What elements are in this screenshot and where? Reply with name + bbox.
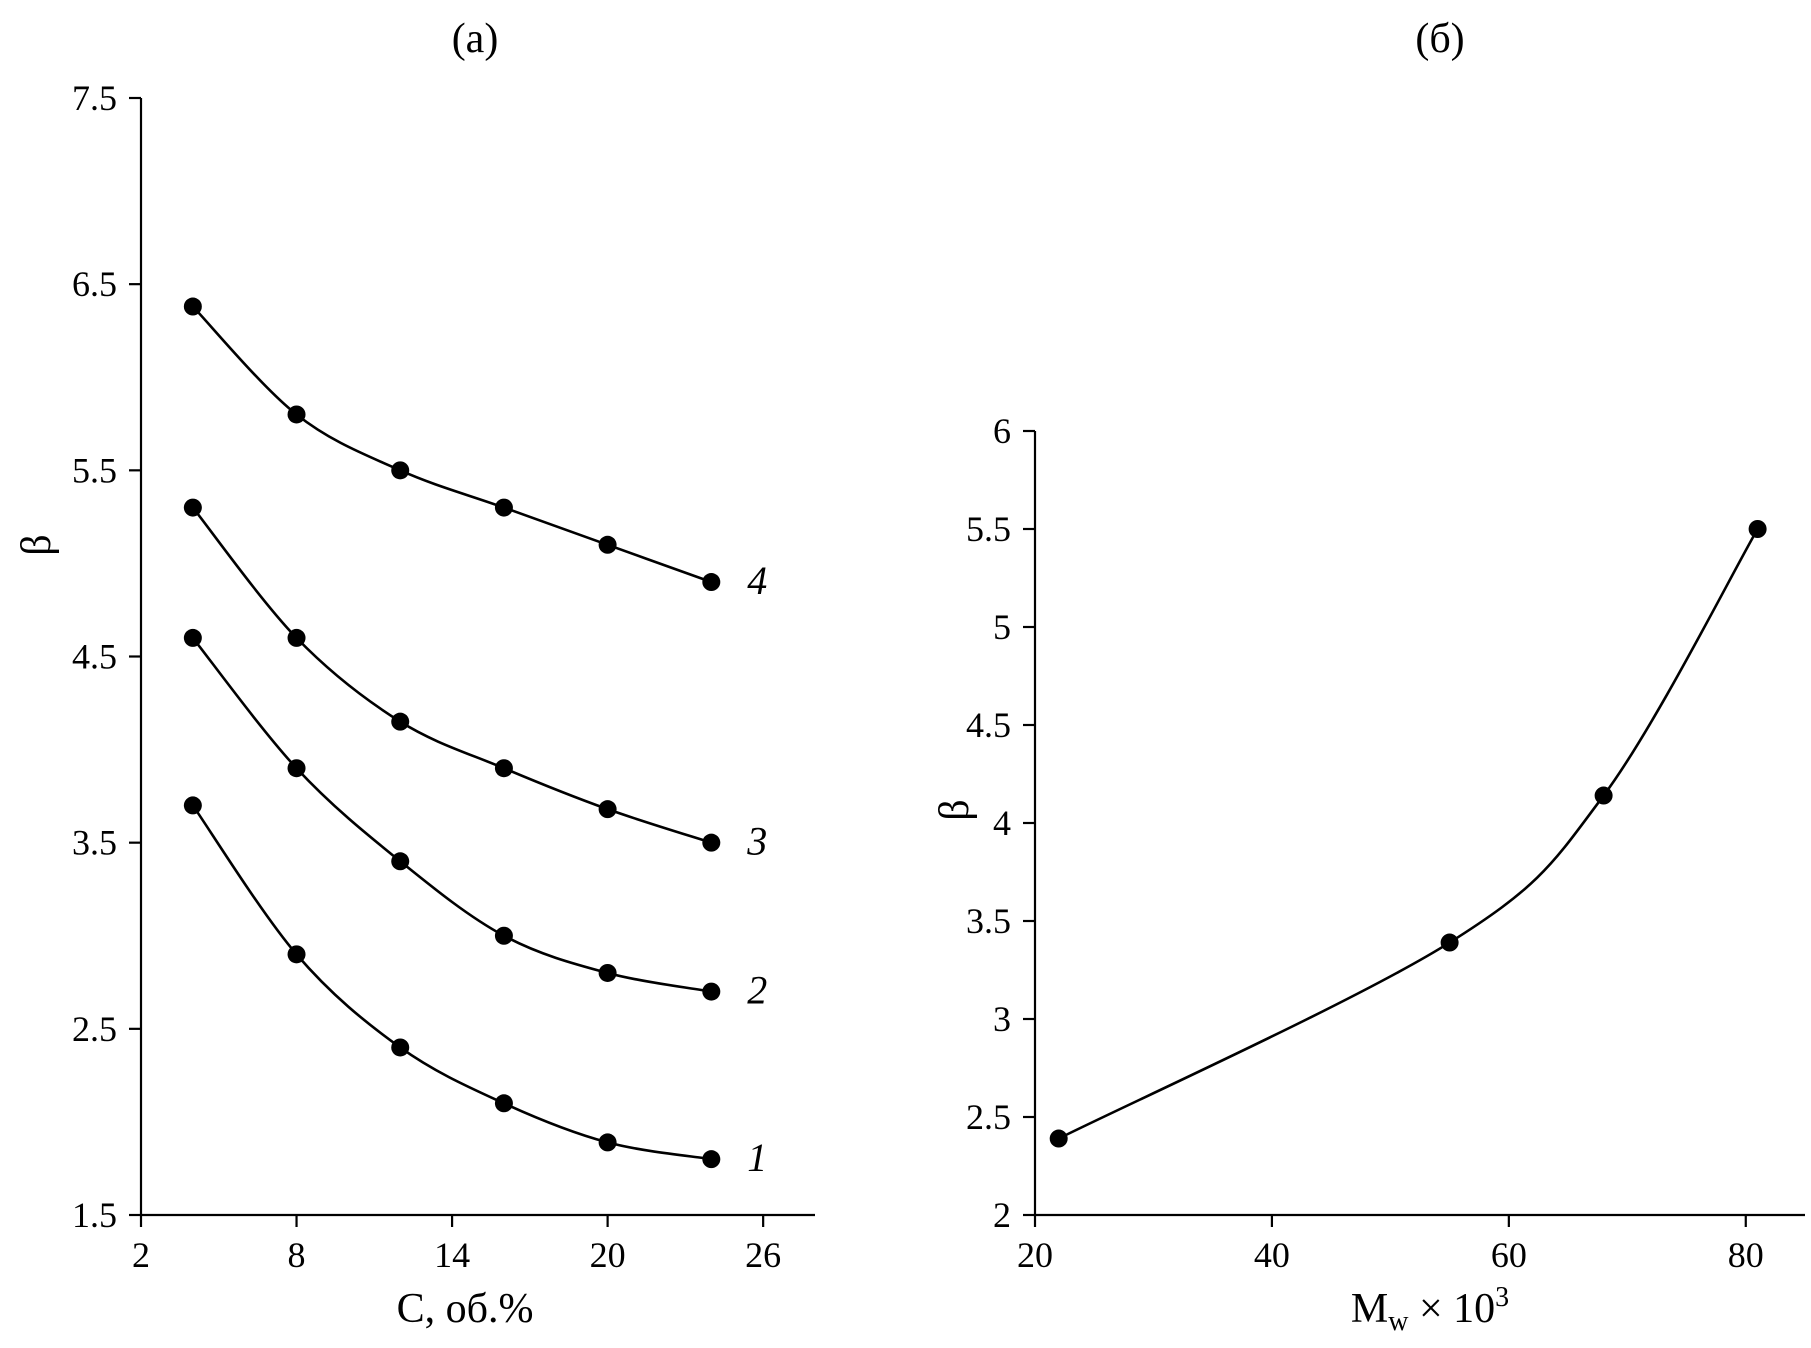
panel-a-data-point <box>598 963 617 982</box>
panel-a-data-point <box>287 628 306 647</box>
panel-a-y-axis-label: β <box>14 534 60 555</box>
panel-a-data-point <box>494 498 513 517</box>
panel-a-x-tick-label: 20 <box>590 1235 626 1275</box>
panel-a-curve-label: 3 <box>746 819 767 864</box>
panel-a-data-point <box>391 461 410 480</box>
panel-a-data-point <box>598 800 617 819</box>
panel-a-y-tick-label: 7.5 <box>72 78 117 118</box>
panel-a-curve-label: 1 <box>747 1135 767 1180</box>
panel-a-data-point <box>183 297 202 316</box>
panel-a-y-tick-label: 1.5 <box>72 1195 117 1235</box>
panel-b-y-tick-label: 3 <box>993 999 1011 1039</box>
panel-a-data-point <box>494 926 513 945</box>
panel-a-series-line-4 <box>191 305 712 584</box>
panel-a-y-tick-label: 2.5 <box>72 1009 117 1049</box>
panel-a-series-line-1 <box>191 804 712 1161</box>
panel-a-data-point <box>391 852 410 871</box>
panel-a-x-axis-label: C, об.% <box>397 1286 534 1332</box>
panel-a-data-point <box>494 1094 513 1113</box>
panel-a-data-point <box>183 796 202 815</box>
panel-a-data-point <box>598 1133 617 1152</box>
panel-b-y-tick-label: 4.5 <box>966 705 1011 745</box>
panel-b-data-point <box>1748 520 1767 538</box>
panel-a-data-point <box>494 759 513 778</box>
panel-a-x-tick-label: 14 <box>434 1235 470 1275</box>
panel-b-y-tick-label: 2.5 <box>966 1097 1011 1137</box>
panel-a-data-point <box>183 628 202 647</box>
panel-b-series-line-1 <box>1058 528 1759 1140</box>
panel-a-data-point <box>287 405 306 424</box>
panel-b-title: (б) <box>1415 16 1464 62</box>
panel-b-y-tick-label: 5.5 <box>966 509 1011 549</box>
panel-a-y-tick-label: 5.5 <box>72 450 117 490</box>
panel-a-data-point <box>702 573 721 592</box>
panel-a-data-point <box>287 759 306 778</box>
panel-a-title: (а) <box>452 16 499 62</box>
panel-a-curve-label: 4 <box>747 558 767 603</box>
panel-a-data-point <box>183 498 202 517</box>
panel-a-chart: (а) β C, об.% 1.52.53.54.55.56.57.52 8 14 2… <box>14 16 815 1332</box>
panel-a-x-tick-label: 26 <box>745 1235 781 1275</box>
panel-a-x-tick-label: 2 <box>132 1235 150 1275</box>
panel-b-y-tick-label: 2 <box>993 1195 1011 1235</box>
panel-b-y-tick-label: 5 <box>993 607 1011 647</box>
panel-a-series-line-2 <box>191 637 712 993</box>
panel-b-x-tick-label: 40 <box>1254 1235 1290 1275</box>
panel-b-x-tick-label: 60 <box>1491 1235 1527 1275</box>
panel-b-x-tick-label: 20 <box>1017 1235 1053 1275</box>
panel-b-chart: (б) β Mw × 103 2 2.5 3 3.5 4 4.5 5 5.5 6 20 40 60 80 <box>932 16 1805 1337</box>
panel-a-series-line-3 <box>191 506 712 844</box>
panel-b-data-point <box>1049 1129 1068 1148</box>
panel-b-data-point <box>1440 933 1459 952</box>
panel-a-data-point <box>702 1150 721 1169</box>
panel-a-data-point <box>287 945 306 964</box>
panel-a-data-point <box>702 982 721 1001</box>
panel-a-x-tick-label: 8 <box>288 1235 306 1275</box>
panel-a-y-tick-label: 4.5 <box>72 637 117 677</box>
panel-b-x-tick-label: 80 <box>1728 1235 1764 1275</box>
panel-b-y-tick-label: 3.5 <box>966 901 1011 941</box>
panel-a-data-point <box>702 833 721 852</box>
panel-b-y-tick-label: 6 <box>993 411 1011 451</box>
panel-a-curve-label: 2 <box>747 968 767 1013</box>
panel-b-y-tick-label: 4 <box>993 803 1011 843</box>
panel-b-data-point <box>1594 786 1613 805</box>
panel-b-x-axis-label: Mw × 103 <box>1351 1282 1509 1337</box>
panel-a-y-tick-label: 6.5 <box>72 264 117 304</box>
panel-a-data-point <box>598 535 617 554</box>
panel-a-y-tick-label: 3.5 <box>72 823 117 863</box>
panel-a-data-point <box>391 1038 410 1057</box>
panel-b-y-axis-label: β <box>932 799 978 820</box>
panel-a-data-point <box>391 712 410 731</box>
